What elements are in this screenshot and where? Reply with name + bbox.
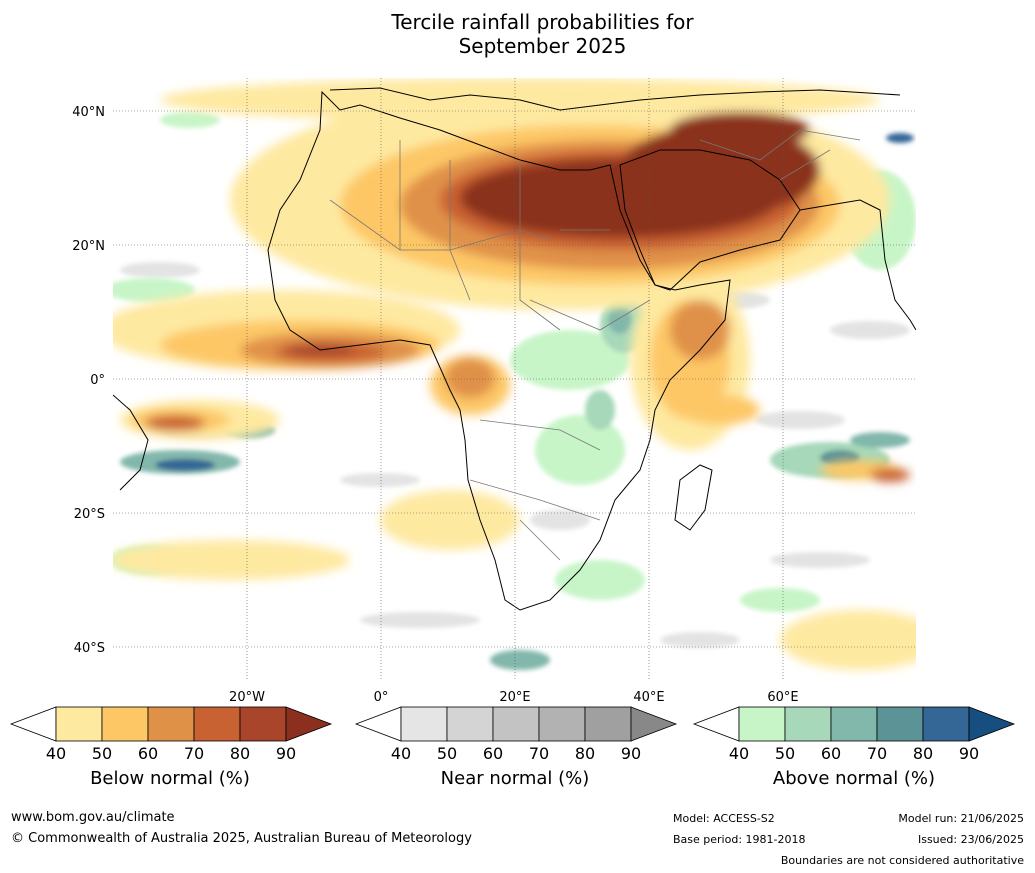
colorbar-title-near: Near normal (%) <box>440 768 590 789</box>
colorbar-below-segment <box>55 706 103 742</box>
footer-base-period: Base period: 1981-2018 <box>673 833 806 846</box>
colorbar-above-segment <box>876 706 924 742</box>
graticule <box>113 78 916 680</box>
colorbar-below-tick: 90 <box>276 744 296 763</box>
colorbar-group: 40 50 60 70 80 90 40 50 60 70 80 90 40 50 60 70 80 90 <box>9 706 1016 763</box>
colorbar-above-tick: 90 <box>959 744 979 763</box>
country-borders <box>329 129 861 561</box>
colorbar-above-segment <box>738 706 786 742</box>
colorbar-below-tick: 50 <box>92 744 112 763</box>
colorbar-below-tick: 70 <box>184 744 204 763</box>
colorbar-near-segment <box>584 706 632 742</box>
colorbar-below-segment <box>101 706 149 742</box>
footer-issued: Issued: 23/06/2025 <box>917 833 1024 846</box>
colorbar-below-tick: 40 <box>46 744 66 763</box>
colorbar-above-segment <box>784 706 832 742</box>
colorbar-near-segment <box>446 706 494 742</box>
colorbar-near-tick: 90 <box>621 744 641 763</box>
colorbar-near-tick: 80 <box>575 744 595 763</box>
lon-label-40e: 40°E <box>633 690 664 705</box>
title-line-1: Tercile rainfall probabilities for <box>391 10 694 34</box>
lon-label-20e: 20°E <box>499 690 530 705</box>
colorbar-near-segment <box>492 706 540 742</box>
lat-label-40s: 40°S <box>74 641 105 656</box>
colorbar-near-segment <box>538 706 586 742</box>
colorbar-near-tick: 60 <box>483 744 503 763</box>
colorbar-above-segment <box>830 706 878 742</box>
coastlines <box>113 87 916 611</box>
colorbar-above-tick: 50 <box>775 744 795 763</box>
colorbar-near-tick: 70 <box>529 744 549 763</box>
title-line-2: September 2025 <box>458 34 627 58</box>
lat-label-eq: 0° <box>90 373 105 388</box>
colorbar-title-below: Below normal (%) <box>90 768 250 789</box>
colorbar-title-above: Above normal (%) <box>772 768 936 789</box>
footer-model-run: Model run: 21/06/2025 <box>898 812 1024 825</box>
colorbar-below-segment <box>147 706 195 742</box>
lat-label-40n: 40°N <box>72 105 105 120</box>
colorbar-near-segment <box>400 706 448 742</box>
colorbar-below-tick: 80 <box>230 744 250 763</box>
colorbar-near-max-arrow <box>630 706 678 742</box>
colorbar-above-max-arrow <box>968 706 1016 742</box>
colorbar-below-segment <box>193 706 241 742</box>
colorbar-above-tick: 70 <box>867 744 887 763</box>
lon-label-0: 0° <box>374 690 389 705</box>
footer-model: Model: ACCESS-S2 <box>673 812 775 825</box>
map-plot-area <box>113 78 916 680</box>
colorbar-above-tick: 60 <box>821 744 841 763</box>
colorbar-above-tick: 40 <box>729 744 749 763</box>
lat-label-20s: 20°S <box>74 507 105 522</box>
colorbar-above-segment <box>922 706 970 742</box>
latitude-labels: 40°N 20°N 0° 20°S 40°S <box>72 105 105 656</box>
footer-copyright: © Commonwealth of Australia 2025, Austra… <box>11 831 472 846</box>
longitude-labels: 20°W 0° 20°E 40°E 60°E <box>229 690 799 705</box>
colorbar-near-tick: 40 <box>391 744 411 763</box>
colorbar-above-tick: 80 <box>913 744 933 763</box>
footer-url: www.bom.gov.au/climate <box>11 810 175 825</box>
lat-label-20n: 20°N <box>72 239 105 254</box>
footer-disclaimer: Boundaries are not considered authoritat… <box>780 854 1024 867</box>
lon-label-20w: 20°W <box>229 690 265 705</box>
colorbar-below-tick: 60 <box>138 744 158 763</box>
colorbar-above-min-arrow <box>692 706 740 742</box>
colorbar-near-tick: 50 <box>437 744 457 763</box>
colorbar-below-min-arrow <box>9 706 57 742</box>
colorbar-near-min-arrow <box>354 706 402 742</box>
lon-label-60e: 60°E <box>767 690 798 705</box>
colorbar-below-max-arrow <box>285 706 333 742</box>
map-title: Tercile rainfall probabilities for Septe… <box>0 10 1035 58</box>
colorbar-below-segment <box>239 706 287 742</box>
